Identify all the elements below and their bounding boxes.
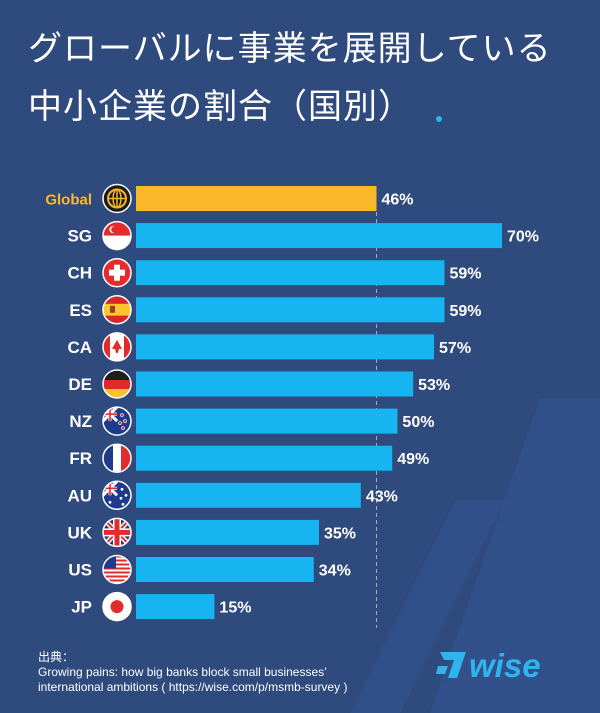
france-flag-icon [102, 443, 132, 473]
category-label: CH [67, 264, 92, 283]
us-flag-icon [102, 554, 132, 585]
wise-logo: wise [436, 647, 541, 684]
bar-chart: Global 46% SG 70% CH 59% ES 59% CA 57% DE 53% NZ 50% F… [45, 183, 539, 628]
bar [136, 557, 314, 582]
category-label: UK [67, 523, 92, 542]
japan-flag-icon [102, 591, 132, 622]
category-label: NZ [69, 412, 92, 431]
bar [136, 260, 445, 286]
value-label: 49% [397, 451, 429, 468]
australia-flag-icon [102, 480, 132, 511]
value-label: 53% [418, 377, 450, 394]
bar [136, 334, 435, 360]
value-label: 70% [507, 229, 539, 246]
chart-title: グローバルに事業を展開している 中小企業の割合（国別） [28, 20, 588, 136]
value-label: 59% [449, 303, 481, 320]
source-note: 出典： Growing pains: how big banks block s… [38, 650, 418, 695]
value-label: 57% [439, 340, 471, 357]
category-label: DE [68, 375, 92, 394]
bar [136, 371, 414, 397]
globe-icon [102, 183, 132, 214]
value-label: 34% [319, 563, 351, 580]
germany-flag-icon [102, 369, 132, 399]
bar [136, 297, 445, 323]
title-line-1: グローバルに事業を展開している [28, 29, 552, 69]
bar [136, 408, 398, 434]
bar [136, 445, 393, 471]
source-line-2: international ambitions ( https://wise.c… [38, 680, 348, 694]
bar [136, 594, 215, 620]
category-label: US [68, 561, 92, 580]
canada-flag-icon [102, 332, 132, 362]
category-label: JP [71, 598, 92, 617]
category-label: Global [45, 192, 92, 209]
wise-logo-text: wise [469, 647, 541, 684]
category-label: CA [67, 338, 92, 357]
category-label: ES [69, 301, 92, 320]
wise-logo-mark [436, 652, 466, 678]
category-label: SG [67, 227, 92, 246]
uk-flag-icon [102, 517, 132, 548]
title-accent-dot [436, 116, 442, 122]
source-line-1: Growing pains: how big banks block small… [38, 665, 327, 679]
category-label: AU [67, 486, 92, 505]
singapore-flag-icon [102, 220, 132, 251]
value-label: 50% [402, 414, 434, 431]
category-label: FR [69, 449, 92, 468]
bar [136, 519, 319, 545]
value-label: 46% [382, 192, 414, 209]
title-line-2: 中小企業の割合（国別） [28, 87, 413, 127]
value-label: 59% [449, 266, 481, 283]
value-label: 35% [324, 525, 356, 542]
spain-flag-icon [102, 295, 132, 325]
new-zealand-flag-icon [102, 406, 132, 436]
bar [136, 186, 377, 211]
value-label: 43% [366, 488, 398, 505]
bar [136, 482, 361, 508]
source-label: 出典： [38, 650, 75, 664]
value-label: 15% [219, 600, 251, 617]
bar [136, 223, 502, 249]
switzerland-flag-icon [102, 257, 132, 288]
